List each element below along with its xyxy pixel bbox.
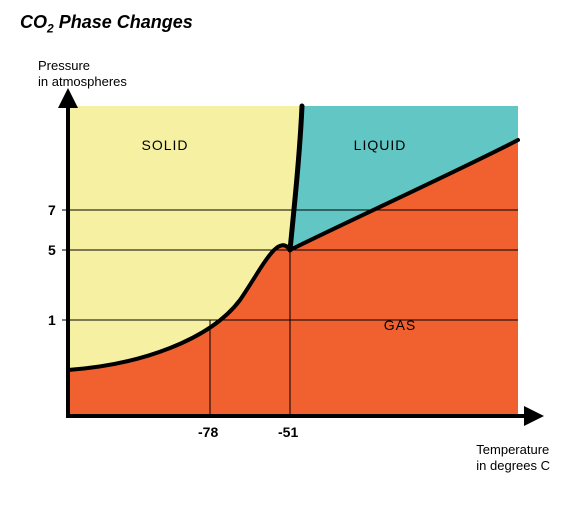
y-axis-line (66, 100, 70, 418)
ytick-1: 1 (48, 312, 56, 328)
x-axis-arrow-icon (524, 406, 544, 426)
x-axis-line (66, 414, 532, 418)
label-solid: SOLID (141, 137, 188, 153)
ytick-7: 7 (48, 202, 56, 218)
xtick-neg78: -78 (198, 424, 218, 440)
label-gas: GAS (384, 317, 417, 333)
label-liquid: LIQUID (354, 137, 407, 153)
y-axis-arrow-icon (58, 88, 78, 108)
ytick-5: 5 (48, 242, 56, 258)
xtick-neg51: -51 (278, 424, 298, 440)
